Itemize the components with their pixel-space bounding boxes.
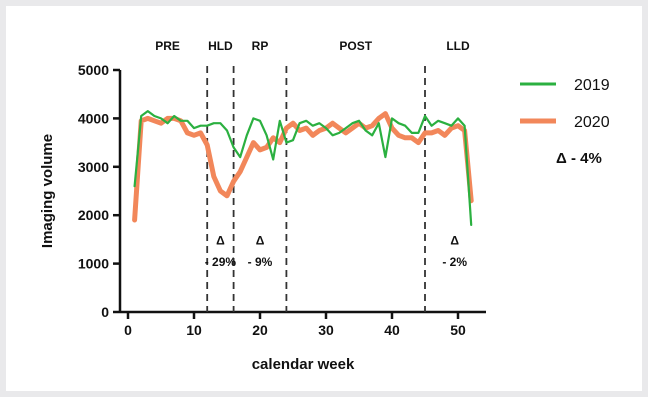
phase-label: POST [339,39,372,53]
delta-value: - 9% [248,255,273,269]
delta-symbol: Δ [256,233,265,247]
legend-label-2019: 2019 [574,77,610,94]
y-tick-label: 0 [101,304,109,320]
y-ticks: 0 1000 2000 3000 4000 5000 [78,62,120,320]
imaging-volume-chart: 0 1000 2000 3000 4000 5000 0 10 20 30 40 50 PRE HLD… [39,39,610,373]
phase-labels: PRE HLD RP POST LLD [155,39,470,53]
x-tick-label: 0 [124,322,132,338]
y-tick-label: 1000 [78,256,109,272]
figure-frame: 0 1000 2000 3000 4000 5000 0 10 20 30 40 50 PRE HLD… [6,6,642,391]
delta-symbol: Δ [450,233,459,247]
x-tick-label: 50 [450,322,466,338]
phase-label: RP [252,39,269,53]
y-tick-label: 2000 [78,207,109,223]
x-tick-label: 40 [384,322,400,338]
phase-label: PRE [155,39,180,53]
x-ticks: 0 10 20 30 40 50 [124,312,466,338]
delta-annotations: Δ - 29% Δ - 9% Δ - 2% [205,233,468,269]
legend: 2019 2020 Δ - 4% [520,77,610,167]
series-line-2020 [132,111,474,223]
phase-label: LLD [446,39,470,53]
x-tick-label: 30 [318,322,334,338]
phase-label: HLD [208,39,233,53]
series-group [132,109,474,226]
phase-lines [206,66,426,312]
y-tick-label: 3000 [78,159,109,175]
y-axis-title: Imaging volume [39,134,56,248]
axes [118,70,486,314]
y-tick-label: 4000 [78,110,109,126]
y-tick-label: 5000 [78,62,109,78]
legend-label-2020: 2020 [574,114,610,131]
x-axis-title: calendar week [252,356,355,373]
x-tick-label: 20 [252,322,268,338]
delta-value: - 29% [205,255,237,269]
delta-symbol: Δ [216,233,225,247]
delta-value: - 2% [442,255,467,269]
series-line-2019 [133,109,473,226]
legend-overall-delta: Δ - 4% [556,150,602,167]
x-tick-label: 10 [186,322,202,338]
